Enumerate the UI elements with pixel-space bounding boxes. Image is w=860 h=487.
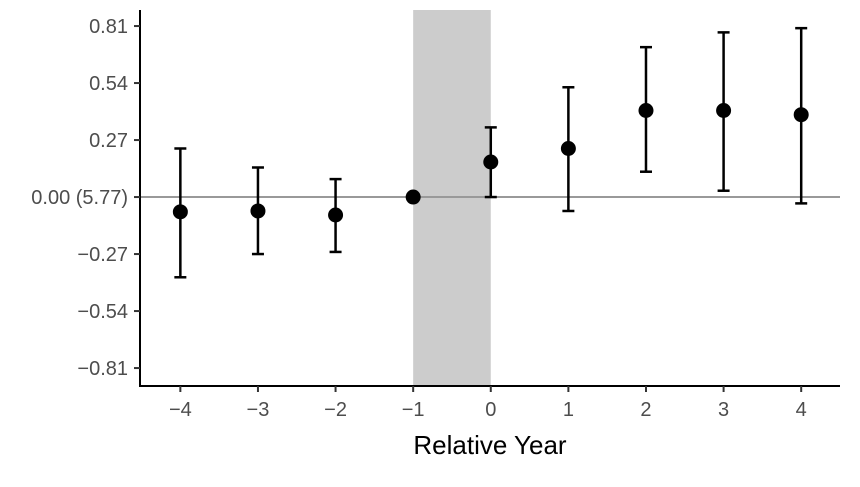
data-point (250, 203, 266, 219)
data-point (405, 189, 421, 205)
x-axis-label: Relative Year (413, 430, 567, 460)
data-point (560, 140, 576, 156)
data-point (328, 207, 344, 223)
y-tick-label: 0.27 (89, 130, 128, 152)
y-tick-label: 0.00 (5.77) (31, 187, 128, 209)
data-point (793, 107, 809, 123)
y-tick-label: −0.81 (77, 358, 128, 380)
y-tick-label: 0.54 (89, 73, 128, 95)
x-tick-label: 3 (718, 399, 729, 421)
data-point (638, 102, 654, 118)
data-point (716, 102, 732, 118)
x-tick-label: 0 (485, 399, 496, 421)
data-point (172, 204, 188, 220)
y-tick-label: −0.27 (77, 244, 128, 266)
data-point (483, 154, 499, 170)
x-tick-label: 4 (796, 399, 807, 421)
y-tick-label: −0.54 (77, 301, 128, 323)
x-tick-label: 2 (640, 399, 651, 421)
x-tick-label: −2 (324, 399, 347, 421)
x-tick-label: −4 (169, 399, 192, 421)
y-tick-label: 0.81 (89, 16, 128, 38)
x-tick-label: −3 (247, 399, 270, 421)
x-tick-label: −1 (402, 399, 425, 421)
x-tick-label: 1 (563, 399, 574, 421)
